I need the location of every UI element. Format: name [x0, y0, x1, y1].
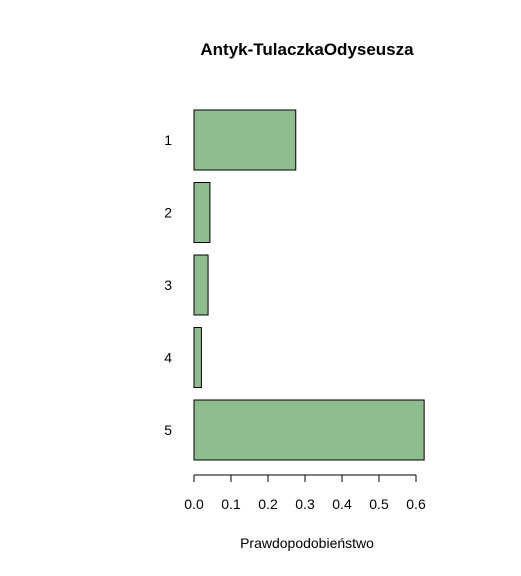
y-tick-labels: 1 2 3 4 5 — [164, 132, 172, 438]
x-axis-title: Prawdopodobieństwo — [240, 535, 374, 551]
bar-1 — [193, 109, 297, 171]
x-tick-label: 0.0 — [184, 496, 204, 512]
x-tick-label: 0.6 — [406, 496, 426, 512]
bar-2 — [193, 182, 211, 243]
x-axis: 0.0 0.1 0.2 0.3 0.4 0.5 0.6 — [184, 474, 426, 512]
x-tick-label: 0.5 — [369, 496, 389, 512]
bars-group — [193, 109, 425, 461]
x-tick-label: 0.4 — [332, 496, 352, 512]
chart-title: Antyk-TulaczkaOdyseusza — [200, 40, 414, 59]
x-tick-label: 0.1 — [221, 496, 241, 512]
y-tick-label-4: 4 — [164, 350, 172, 366]
bar-5 — [193, 399, 425, 461]
y-tick-label-5: 5 — [164, 422, 172, 438]
y-tick-label-1: 1 — [164, 132, 172, 148]
x-tick-label: 0.2 — [258, 496, 278, 512]
y-tick-label-2: 2 — [164, 205, 172, 221]
bar-3 — [193, 254, 209, 316]
bar-4 — [193, 327, 202, 388]
x-tick-label: 0.3 — [295, 496, 315, 512]
y-tick-label-3: 3 — [164, 277, 172, 293]
